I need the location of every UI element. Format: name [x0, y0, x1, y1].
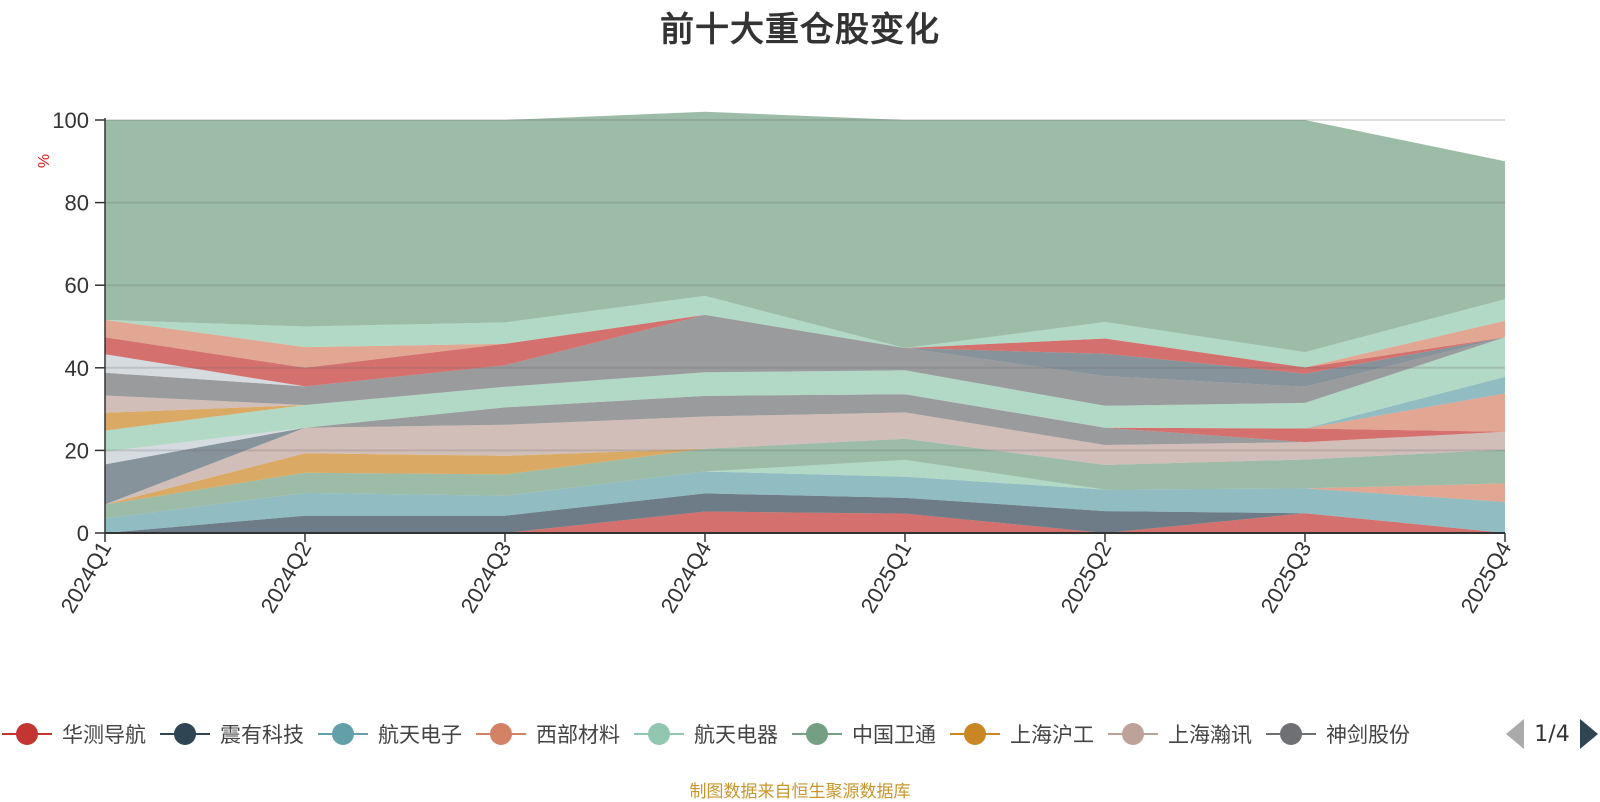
legend-marker-icon — [476, 722, 526, 746]
x-tick-label: 2025Q1 — [856, 537, 917, 617]
legend-page-indicator: 1/4 — [1534, 721, 1570, 747]
legend-label: 神剑股份 — [1326, 723, 1410, 747]
x-tick-label: 2024Q1 — [56, 537, 117, 617]
area-series-21[interactable] — [105, 314, 1505, 387]
area-series-1[interactable] — [105, 511, 1505, 534]
y-tick-label: 0 — [77, 521, 89, 546]
x-tick-label: 2025Q3 — [1256, 537, 1317, 617]
y-tick-label: 20 — [65, 438, 89, 463]
area-series-7[interactable] — [105, 438, 1505, 505]
legend-marker-icon — [318, 722, 368, 746]
area-series-9[interactable] — [105, 394, 1505, 505]
area-series-23[interactable] — [105, 295, 1505, 368]
legend-item[interactable]: 神剑股份 — [1266, 712, 1410, 756]
area-series-5[interactable] — [105, 459, 1505, 519]
area-series-3[interactable] — [105, 471, 1505, 534]
area-series-2[interactable] — [105, 493, 1505, 533]
legend-label: 西部材料 — [536, 723, 620, 747]
legend-item[interactable]: 航天电器 — [634, 712, 778, 756]
x-tick-label: 2025Q2 — [1056, 537, 1117, 617]
legend-label: 航天电器 — [694, 723, 778, 747]
x-tick-label: 2024Q2 — [256, 537, 317, 617]
legend-marker-icon — [1108, 722, 1158, 746]
area-series-8[interactable] — [105, 412, 1505, 505]
area-series-24[interactable] — [105, 111, 1505, 353]
legend-item[interactable]: 中国卫通 — [792, 712, 936, 756]
legend-label: 中国卫通 — [852, 723, 936, 747]
area-series-18[interactable] — [105, 314, 1505, 406]
legend-item[interactable]: 上海瀚讯 — [1108, 712, 1252, 756]
legend-label: 航天电子 — [378, 723, 462, 747]
y-tick-label: 80 — [65, 191, 89, 216]
legend-marker-icon — [1266, 722, 1316, 746]
legend-item[interactable]: 华测导航 — [2, 712, 146, 756]
area-series-19[interactable] — [105, 314, 1505, 387]
y-axis-unit-label: % — [36, 154, 53, 168]
area-series-6[interactable] — [105, 438, 1505, 519]
chart-title: 前十大重仓股变化 — [660, 10, 940, 50]
legend: 华测导航 震有科技 航天电子 西部材料 航天电器 中国卫通 上海沪工 上海瀚讯 神剑股份 1/4 — [0, 712, 1600, 756]
y-tick-label: 40 — [65, 356, 89, 381]
legend-item[interactable]: 航天电子 — [318, 712, 462, 756]
legend-marker-icon — [160, 722, 210, 746]
legend-next-icon[interactable] — [1580, 719, 1598, 749]
y-tick-label: 60 — [65, 273, 89, 298]
legend-prev-icon[interactable] — [1506, 719, 1524, 749]
legend-label: 华测导航 — [62, 723, 146, 747]
x-tick-label: 2025Q4 — [1456, 537, 1517, 617]
legend-marker-icon — [634, 722, 684, 746]
legend-item[interactable]: 震有科技 — [160, 712, 304, 756]
legend-label: 上海沪工 — [1010, 723, 1094, 747]
data-source-note: 制图数据来自恒生聚源数据库 — [689, 782, 911, 802]
legend-marker-icon — [792, 722, 842, 746]
legend-label: 震有科技 — [220, 723, 304, 747]
area-series-15[interactable] — [105, 337, 1505, 452]
area-series-17[interactable] — [105, 337, 1505, 413]
legend-label: 上海瀚讯 — [1168, 723, 1252, 747]
y-tick-label: 100 — [52, 108, 89, 133]
legend-item[interactable]: 西部材料 — [476, 712, 620, 756]
legend-marker-icon — [950, 722, 1000, 746]
legend-marker-icon — [2, 722, 52, 746]
stacked-area-chart: 0 20 40 60 80 100% 2024Q1 2024Q2 2024Q3 2024Q4 202… — [36, 108, 1517, 617]
legend-pager: 1/4 — [1500, 712, 1600, 756]
x-tick-label: 2024Q3 — [456, 537, 517, 617]
legend-items: 华测导航 震有科技 航天电子 西部材料 航天电器 中国卫通 上海沪工 上海瀚讯 神剑股份 — [0, 712, 1480, 756]
legend-item[interactable]: 上海沪工 — [950, 712, 1094, 756]
x-tick-label: 2024Q4 — [656, 537, 717, 617]
area-series-20[interactable] — [105, 314, 1505, 387]
